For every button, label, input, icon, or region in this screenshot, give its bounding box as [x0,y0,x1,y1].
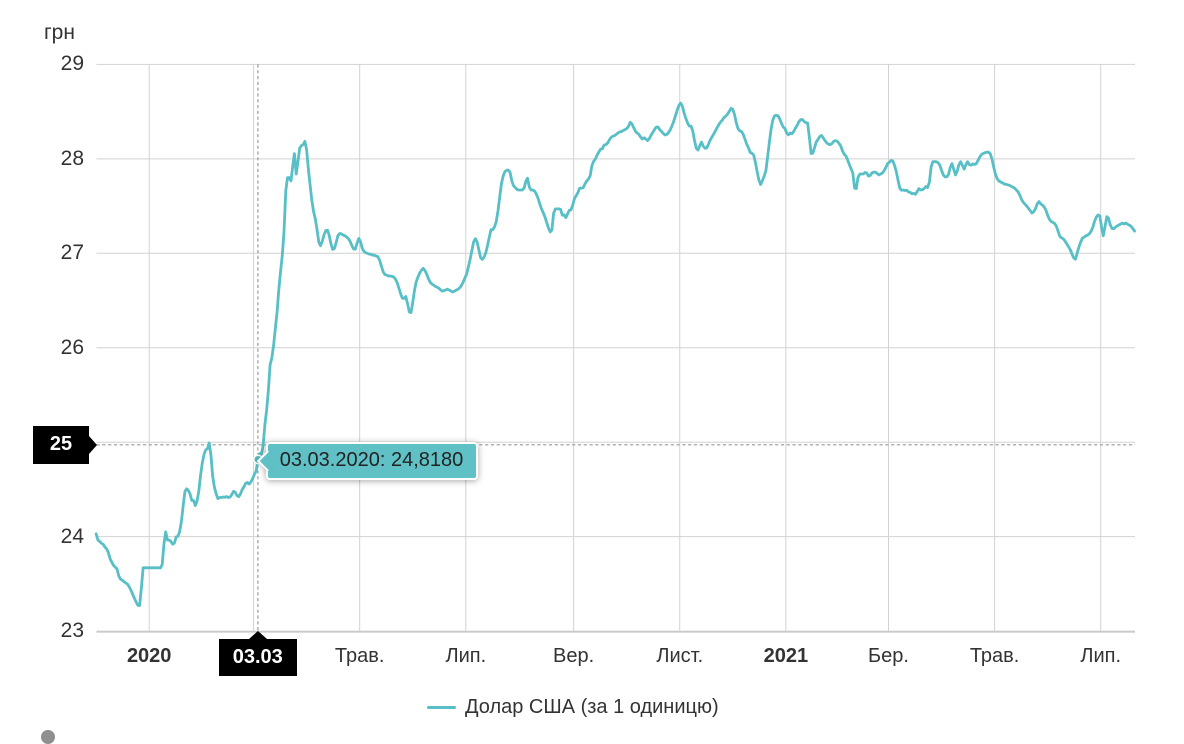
y-tick-label-27: 27 [60,241,84,265]
x-tick-label-2020-07-01: Лип. [445,645,487,667]
x-tick-label-2020-11-01: Лист. [656,645,704,667]
y-tick-label-26: 26 [60,335,84,359]
crosshair-y-axis-flag: 25 [33,425,89,464]
crosshair-x-axis-flag: 03.03 [219,638,297,676]
y-axis-title: грн [44,21,75,44]
x-tick-label-2020-01-01: 2020 [126,645,172,667]
legend-label: Долар США (за 1 одиницю) [465,696,719,718]
x-tick-label-2021-05-01: Трав. [969,645,1020,667]
x-tick-label-2020-09-01: Вер. [553,645,595,667]
y-tick-label-23: 23 [60,619,84,643]
legend-line-icon [427,705,456,710]
crosshair-x-value: 03.03 [232,645,283,668]
crosshair-y-value: 25 [49,433,73,455]
y-tick-label-24: 24 [60,524,84,548]
y-tick-label-29: 29 [60,52,84,76]
tooltip: 03.03.2020: 24,8180 [265,442,478,480]
tooltip-text: 03.03.2020: 24,8180 [279,449,464,472]
x-tick-label-2021-03-01: Бер. [868,645,909,667]
legend-item-usd[interactable]: Долар США (за 1 одиницю) [427,696,719,719]
y-tick-label-28: 28 [60,146,84,170]
x-tick-label-2021-07-01: Лип. [1080,645,1122,667]
x-tick-label-2021-01-01: 2021 [763,645,809,667]
series-line-usd [94,101,1136,607]
x-tick-label-2020-05-01: Трав. [334,645,385,667]
bottom-left-circle-icon [40,730,55,744]
